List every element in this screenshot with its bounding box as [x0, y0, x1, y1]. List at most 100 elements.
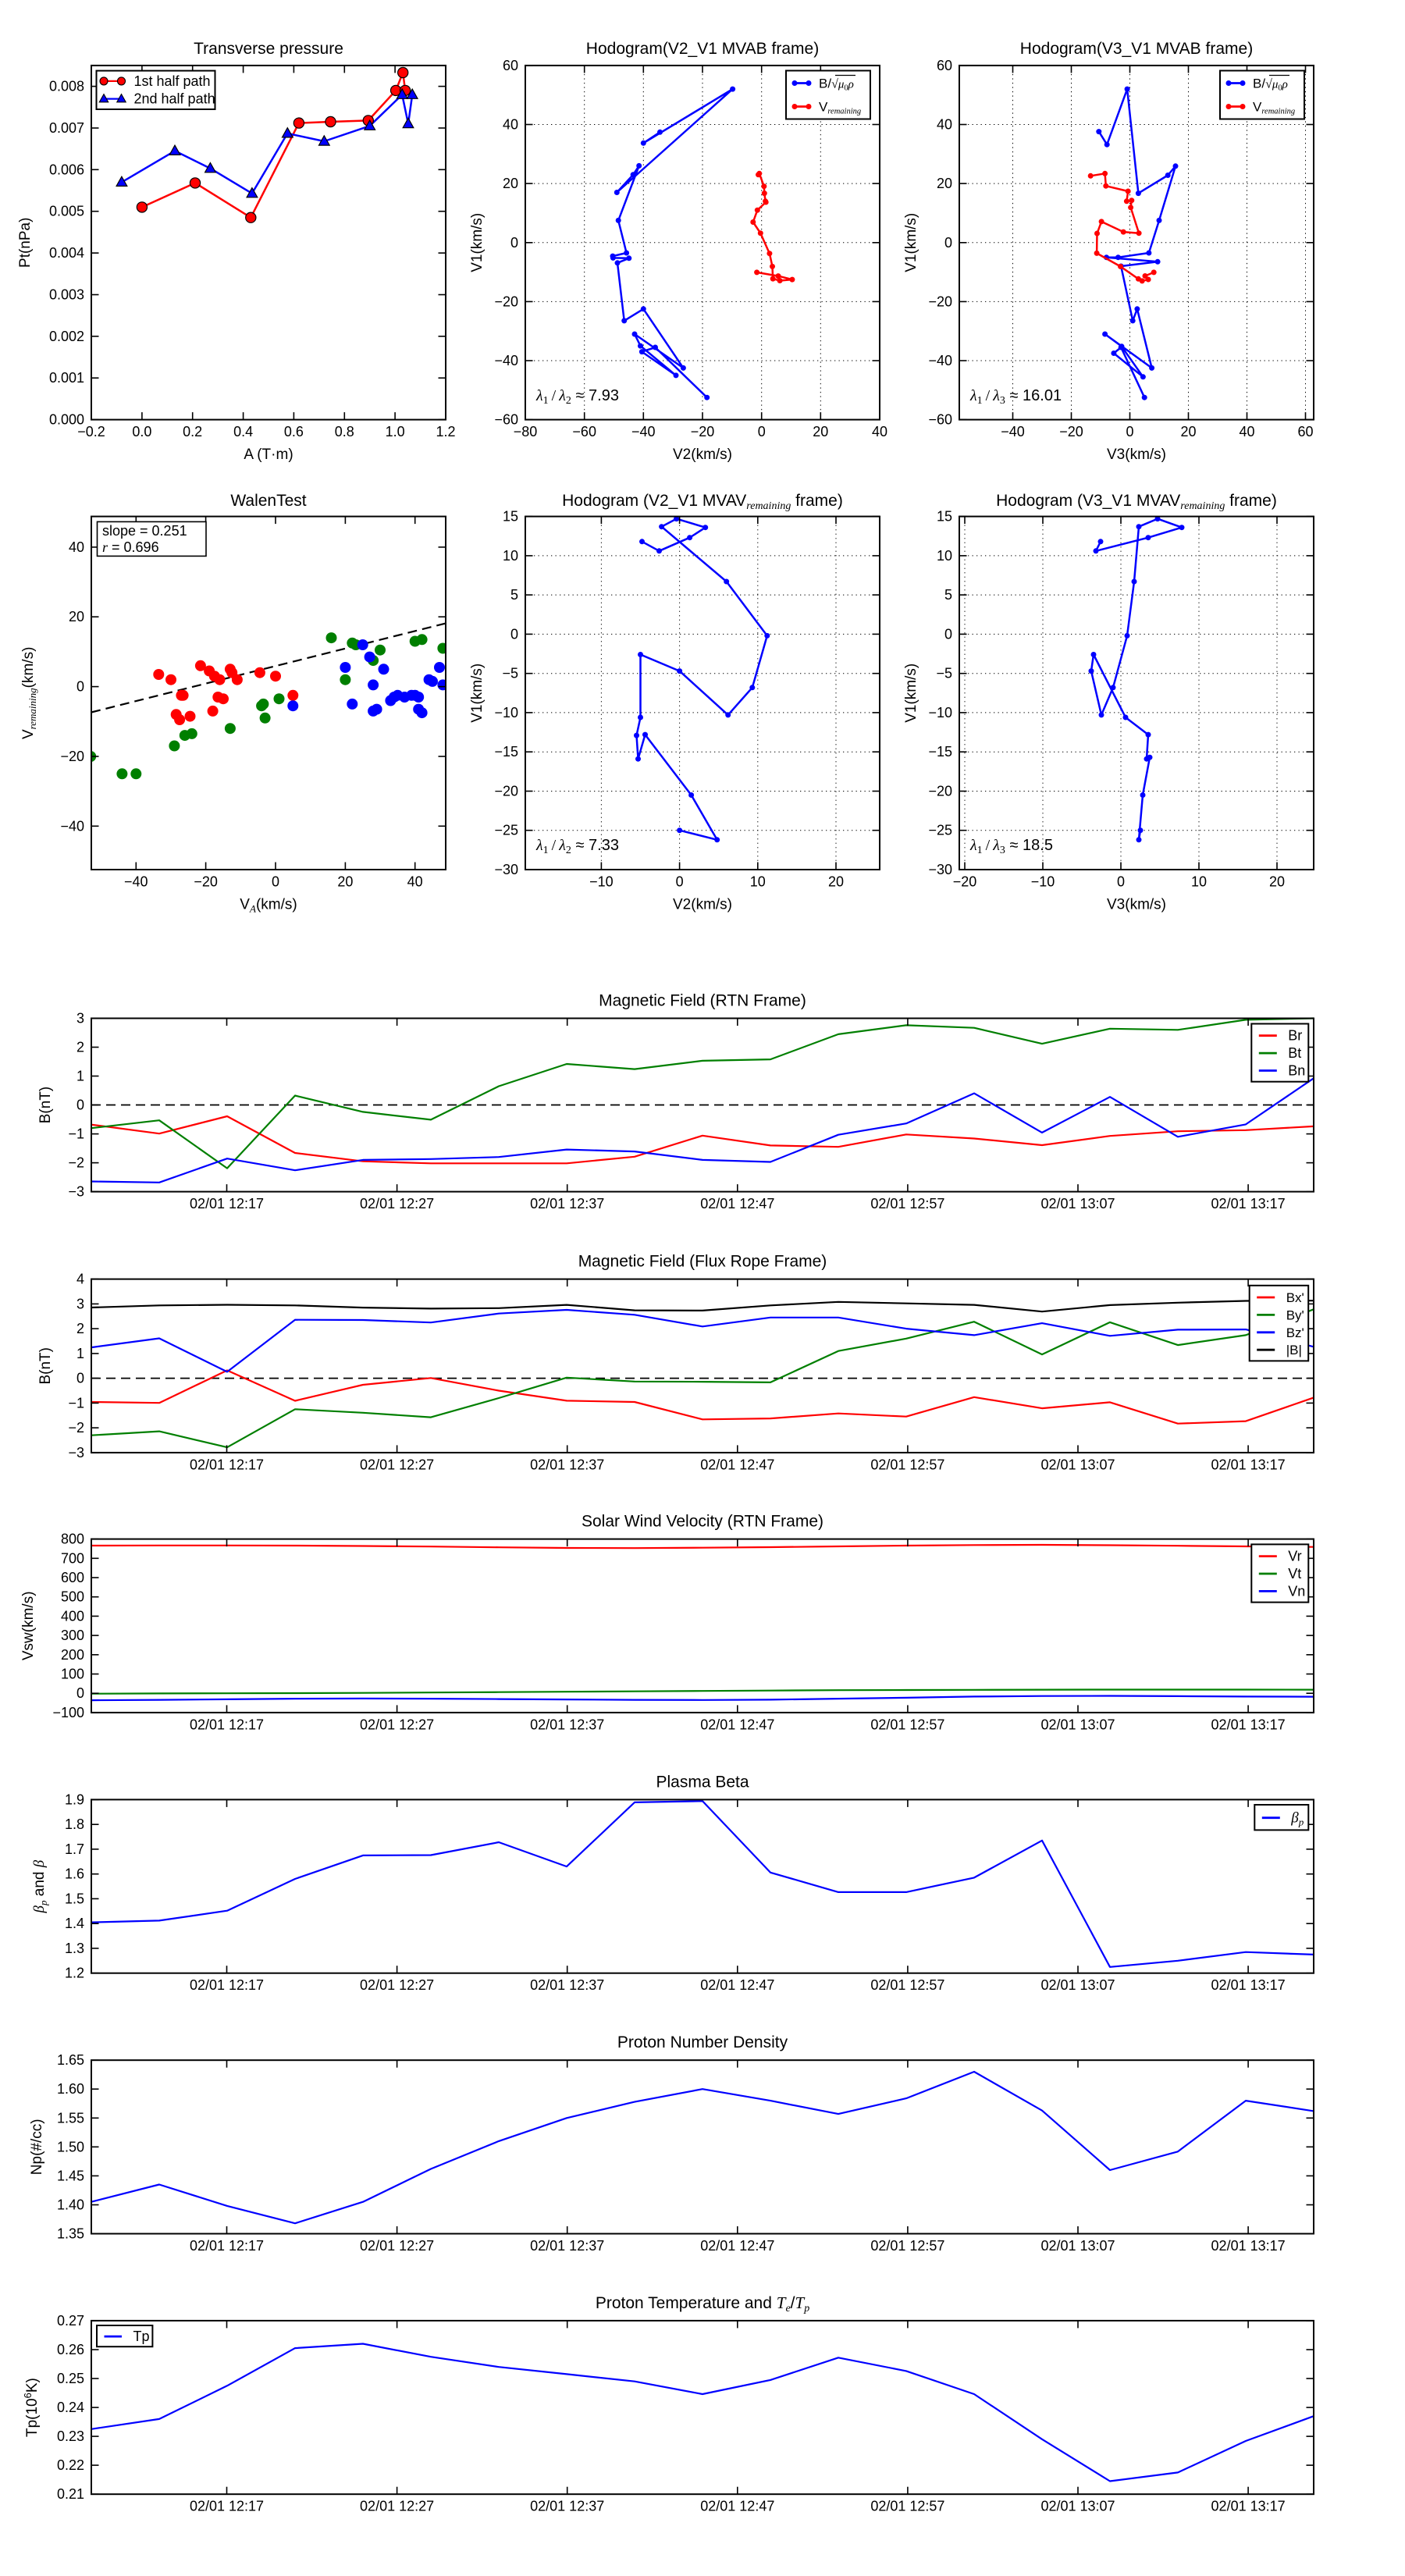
svg-text:02/01 12:17: 02/01 12:17	[190, 2499, 264, 2514]
svg-text:02/01 12:27: 02/01 12:27	[360, 1977, 434, 1993]
svg-text:1.7: 1.7	[65, 1841, 84, 1857]
svg-text:B(nT): B(nT)	[37, 1347, 54, 1385]
svg-text:V2(km/s): V2(km/s)	[673, 897, 732, 913]
svg-text:1: 1	[76, 1069, 84, 1084]
svg-text:02/01 13:07: 02/01 13:07	[1040, 1977, 1115, 1993]
svg-text:Vt: Vt	[1288, 1566, 1301, 1582]
svg-text:0: 0	[758, 424, 766, 439]
svg-text:15: 15	[937, 509, 952, 525]
svg-text:−20: −20	[60, 749, 84, 764]
svg-text:20: 20	[1180, 424, 1196, 439]
svg-text:1.2: 1.2	[436, 424, 455, 439]
svg-text:−3: −3	[68, 1445, 84, 1461]
svg-text:−10: −10	[589, 874, 614, 890]
svg-text:βp and β: βp and β	[31, 1859, 49, 1913]
svg-text:1.5: 1.5	[65, 1891, 84, 1906]
svg-text:1.45: 1.45	[57, 2168, 84, 2183]
svg-text:02/01 13:17: 02/01 13:17	[1211, 2499, 1286, 2514]
svg-text:60: 60	[937, 58, 952, 73]
svg-text:Proton Temperature and Te/Tp: Proton Temperature and Te/Tp	[596, 2293, 809, 2314]
svg-text:Vremaining(km/s): Vremaining(km/s)	[20, 647, 38, 739]
svg-text:0: 0	[76, 1098, 84, 1113]
svg-text:βp: βp	[1290, 1810, 1304, 1828]
svg-text:1.0: 1.0	[386, 424, 405, 439]
svg-text:02/01 12:17: 02/01 12:17	[190, 1977, 264, 1993]
svg-text:1.2: 1.2	[65, 1966, 84, 1981]
svg-text:−40: −40	[60, 818, 84, 834]
svg-text:20: 20	[937, 176, 952, 191]
svg-text:15: 15	[503, 509, 518, 525]
svg-text:40: 40	[69, 539, 84, 555]
svg-text:V1(km/s): V1(km/s)	[469, 664, 486, 723]
svg-text:02/01 12:57: 02/01 12:57	[870, 2238, 944, 2254]
svg-text:1.6: 1.6	[65, 1866, 84, 1882]
svg-text:Bn: Bn	[1288, 1063, 1305, 1079]
svg-text:0.26: 0.26	[57, 2342, 84, 2357]
svg-text:−20: −20	[494, 784, 518, 799]
svg-text:0.007: 0.007	[49, 120, 84, 136]
svg-text:02/01 12:37: 02/01 12:37	[530, 1457, 604, 1472]
svg-text:0.006: 0.006	[49, 162, 84, 177]
svg-text:40: 40	[503, 117, 518, 133]
svg-text:Np(#/cc): Np(#/cc)	[29, 2119, 45, 2175]
svg-text:0: 0	[1126, 424, 1133, 439]
svg-text:Br: Br	[1288, 1028, 1302, 1044]
svg-text:20: 20	[503, 176, 518, 191]
svg-text:−10: −10	[1031, 874, 1055, 890]
svg-text:40: 40	[1239, 424, 1254, 439]
svg-text:02/01 12:57: 02/01 12:57	[870, 1457, 944, 1472]
svg-text:−100: −100	[52, 1705, 84, 1720]
svg-text:20: 20	[337, 874, 353, 890]
svg-text:10: 10	[1191, 874, 1207, 890]
svg-text:0.22: 0.22	[57, 2457, 84, 2473]
svg-text:−20: −20	[494, 294, 518, 309]
svg-text:02/01 12:27: 02/01 12:27	[360, 1196, 434, 1212]
svg-text:Pt(nPa): Pt(nPa)	[17, 218, 34, 268]
svg-text:−1: −1	[68, 1126, 84, 1142]
svg-text:02/01 13:07: 02/01 13:07	[1040, 2238, 1115, 2254]
svg-text:40: 40	[407, 874, 423, 890]
svg-text:0: 0	[272, 874, 279, 890]
svg-text:2: 2	[76, 1040, 84, 1055]
svg-text:1.65: 1.65	[57, 2052, 84, 2068]
svg-text:Transverse pressure: Transverse pressure	[194, 40, 343, 58]
svg-text:Hodogram(V3_V1 MVAB frame): Hodogram(V3_V1 MVAB frame)	[1020, 40, 1253, 58]
svg-text:Solar Wind Velocity (RTN Frame: Solar Wind Velocity (RTN Frame)	[582, 1513, 823, 1531]
svg-text:1.35: 1.35	[57, 2226, 84, 2242]
svg-text:0.003: 0.003	[49, 287, 84, 303]
svg-text:02/01 12:47: 02/01 12:47	[700, 2499, 774, 2514]
svg-text:0.27: 0.27	[57, 2313, 84, 2329]
svg-text:−20: −20	[1059, 424, 1083, 439]
svg-text:−10: −10	[928, 705, 952, 720]
svg-text:02/01 12:27: 02/01 12:27	[360, 1717, 434, 1732]
svg-text:−15: −15	[928, 744, 952, 760]
svg-text:Proton Number Density: Proton Number Density	[617, 2033, 788, 2051]
svg-text:02/01 12:47: 02/01 12:47	[700, 1977, 774, 1993]
svg-text:λ1 / λ2 ≈ 7.33: λ1 / λ2 ≈ 7.33	[535, 837, 619, 856]
svg-text:λ1 / λ2 ≈ 7.93: λ1 / λ2 ≈ 7.93	[535, 387, 619, 407]
svg-text:02/01 12:37: 02/01 12:37	[530, 1977, 604, 1993]
svg-text:02/01 13:07: 02/01 13:07	[1040, 1717, 1115, 1732]
svg-text:1.55: 1.55	[57, 2110, 84, 2126]
svg-text:V1(km/s): V1(km/s)	[903, 664, 919, 723]
svg-text:02/01 12:37: 02/01 12:37	[530, 2499, 604, 2514]
svg-text:|B|: |B|	[1286, 1343, 1302, 1357]
svg-text:−30: −30	[928, 862, 952, 877]
svg-text:02/01 12:27: 02/01 12:27	[360, 1457, 434, 1472]
svg-text:02/01 12:17: 02/01 12:17	[190, 2238, 264, 2254]
svg-text:20: 20	[828, 874, 844, 890]
svg-text:−40: −40	[928, 353, 952, 368]
svg-text:0.23: 0.23	[57, 2428, 84, 2444]
svg-text:0.21: 0.21	[57, 2486, 84, 2502]
svg-text:0.25: 0.25	[57, 2371, 84, 2386]
svg-text:800: 800	[61, 1532, 84, 1547]
svg-text:02/01 12:47: 02/01 12:47	[700, 2238, 774, 2254]
svg-text:A (T·m): A (T·m)	[244, 447, 293, 463]
svg-text:V1(km/s): V1(km/s)	[903, 213, 919, 272]
svg-text:−40: −40	[1001, 424, 1025, 439]
svg-text:02/01 12:57: 02/01 12:57	[870, 1977, 944, 1993]
svg-text:3: 3	[76, 1296, 84, 1311]
svg-text:02/01 12:47: 02/01 12:47	[700, 1717, 774, 1732]
svg-text:02/01 13:17: 02/01 13:17	[1211, 1457, 1286, 1472]
svg-text:02/01 12:17: 02/01 12:17	[190, 1196, 264, 1212]
